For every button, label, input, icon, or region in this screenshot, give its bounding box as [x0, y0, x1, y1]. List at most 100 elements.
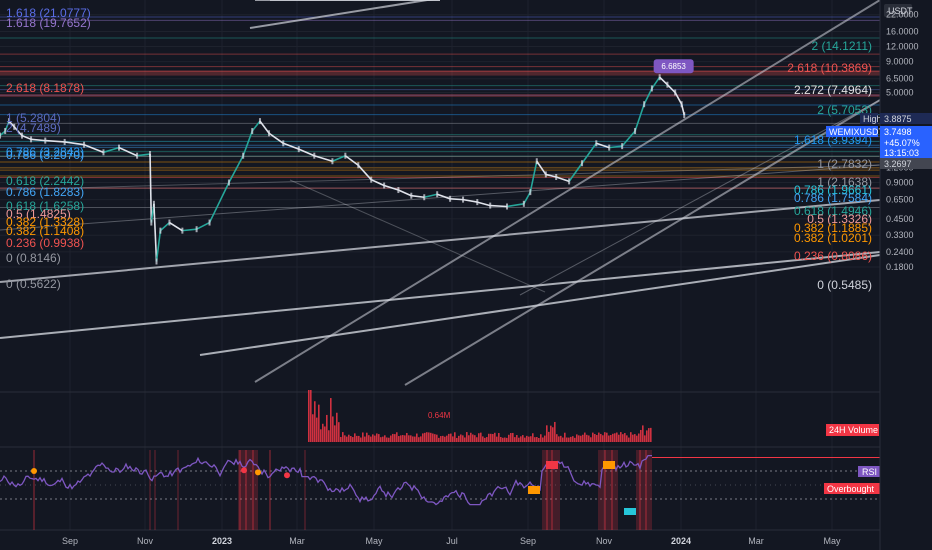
volume-bar	[440, 436, 442, 442]
volume-bar	[522, 435, 524, 442]
price-segment	[196, 221, 210, 230]
rsi-overbought-zone	[636, 450, 652, 530]
channel-diag-1	[254, 0, 881, 383]
volume-bar	[516, 435, 518, 442]
volume-bar	[640, 429, 642, 442]
fib-label-right: 1 (2.7832)	[817, 157, 872, 171]
price-segment	[149, 153, 153, 223]
volume-bar	[314, 401, 316, 442]
price-candle	[20, 132, 23, 139]
price-segment	[208, 182, 230, 223]
volume-bar	[628, 437, 630, 442]
price-series: 6.6853	[0, 59, 694, 265]
volume-bar	[466, 432, 468, 442]
time-axis[interactable]: Sep Nov 2023 Mar May Jul Sep Nov 2024 Mar May	[62, 536, 841, 546]
price-candle	[666, 81, 669, 88]
volume-bar	[458, 435, 460, 442]
fib-label-left: 0.786 (1.8283)	[6, 185, 84, 199]
price-segment	[370, 178, 385, 187]
price-segment	[436, 193, 451, 200]
price-candle	[658, 74, 661, 81]
price-segment	[490, 204, 508, 208]
price-segment	[282, 142, 300, 150]
price-segment	[332, 154, 346, 162]
time-tick-label: Mar	[289, 536, 305, 546]
volume-bar	[468, 435, 470, 442]
volume-bar	[616, 432, 618, 442]
price-segment	[659, 76, 668, 86]
price-candle	[150, 219, 153, 226]
price-tag-value: 3.7498	[884, 127, 912, 137]
price-tick-label: 9.0000	[886, 57, 914, 67]
volume-bar	[550, 425, 552, 442]
volume-bar	[610, 435, 612, 442]
volume-bar	[420, 436, 422, 442]
price-candle	[555, 174, 558, 180]
volume-bar	[504, 437, 506, 442]
price-candle	[268, 130, 271, 137]
channel-long-up2	[0, 164, 881, 191]
price-segment	[182, 228, 197, 232]
volume-bar	[442, 435, 444, 442]
fib-label-left: 0.618 (2.2442)	[6, 174, 84, 188]
volume-bar	[526, 435, 528, 442]
volume-bar	[324, 426, 326, 442]
volume-bar	[460, 434, 462, 442]
volume-bar	[608, 435, 610, 442]
price-segment	[136, 153, 151, 157]
price-candle	[13, 123, 16, 130]
price-candle	[383, 182, 386, 189]
time-tick-label: 2023	[212, 536, 232, 546]
price-tick-label: 16.0000	[886, 26, 919, 36]
fib-label-left: 2.618 (8.1878)	[6, 81, 84, 95]
time-tick-label: 2024	[671, 536, 691, 546]
price-candle	[181, 227, 184, 234]
volume-bar	[510, 433, 512, 442]
time-tick-label: Jul	[446, 536, 458, 546]
volume-label: 24H Volume	[829, 425, 878, 435]
fib-label-left: 0 (0.8146)	[6, 251, 61, 265]
volume-bar	[386, 437, 388, 442]
volume-bar	[432, 433, 434, 442]
volume-bar	[330, 398, 332, 442]
volume-bar	[558, 436, 560, 442]
price-candle	[595, 140, 598, 147]
volume-bar	[472, 434, 474, 442]
volume-bar	[546, 425, 548, 442]
fib-label-right: 0.786 (1.7584)	[794, 191, 872, 205]
volume-bar	[648, 428, 650, 442]
price-tick-label: 6.5000	[886, 74, 914, 84]
price-candle	[522, 200, 525, 207]
price-candle	[0, 132, 1, 139]
price-candle	[313, 152, 316, 159]
volume-bar	[548, 431, 550, 442]
volume-bar	[362, 432, 364, 442]
time-tick-label: May	[823, 536, 841, 546]
channel-long-mid	[0, 199, 881, 283]
volume-bar	[566, 437, 568, 442]
volume-bar	[506, 437, 508, 442]
volume-bar	[402, 435, 404, 442]
volume-bar	[618, 434, 620, 442]
volume-bar	[602, 435, 604, 442]
volume-bar	[508, 434, 510, 442]
channel-top	[249, 0, 434, 29]
price-candle	[680, 101, 683, 108]
price-candle	[436, 191, 439, 198]
price-tag-label-box	[860, 113, 878, 124]
rsi-signal-badge	[528, 486, 540, 494]
volume-bar	[392, 433, 394, 442]
price-candle	[195, 226, 198, 233]
volume-bar	[336, 412, 338, 442]
price-axis-bg	[880, 0, 932, 550]
volume-bar	[490, 433, 492, 442]
price-segment	[651, 76, 661, 89]
price-segment	[268, 132, 284, 144]
price-tag-value: 13:15:03	[884, 148, 919, 158]
price-candle	[621, 143, 624, 150]
volume-bar	[572, 436, 574, 442]
fib-label-left: 0.236 (0.9938)	[6, 236, 84, 250]
volume-bar	[600, 433, 602, 442]
